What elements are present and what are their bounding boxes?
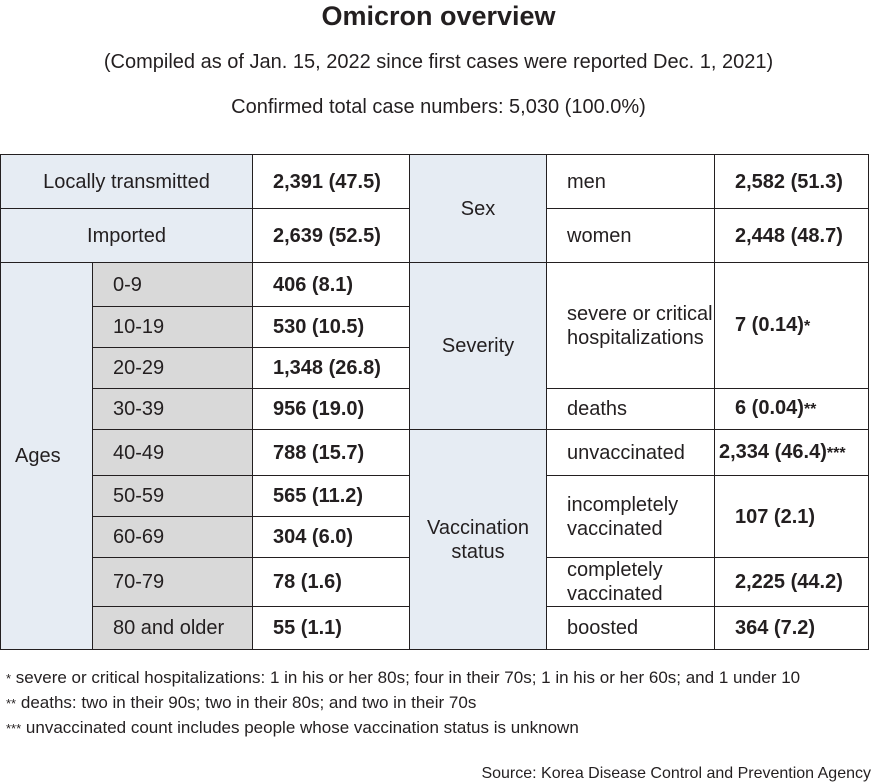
age-group: 10-19 bbox=[92, 306, 253, 348]
age-value: 78 (1.6) bbox=[252, 557, 410, 607]
women-value: 2,448 (48.7) bbox=[714, 208, 869, 263]
age-value: 956 (19.0) bbox=[252, 388, 410, 430]
men-label: men bbox=[546, 154, 715, 209]
omicron-table: Locally transmitted 2,391 (47.5) Sex men… bbox=[0, 154, 869, 650]
deaths-value: 6 (0.04)** bbox=[714, 388, 869, 430]
total-cases: Confirmed total case numbers: 5,030 (100… bbox=[231, 96, 646, 118]
unvaccinated-value: 2,334 (46.4)*** bbox=[714, 429, 869, 476]
age-value: 406 (8.1) bbox=[252, 262, 410, 307]
severe-label: severe or critical hospitalizations bbox=[546, 262, 715, 389]
age-group: 70-79 bbox=[92, 557, 253, 607]
table-row: 10-19 530 (10.5) bbox=[1, 306, 869, 348]
table-row: 20-29 1,348 (26.8) bbox=[1, 347, 869, 389]
table-row: 30-39 956 (19.0) deaths 6 (0.04)** bbox=[1, 388, 869, 430]
unvaccinated-label: unvaccinated bbox=[546, 429, 715, 476]
severe-footnote-mark: * bbox=[803, 317, 811, 335]
unvaccinated-footnote-mark: *** bbox=[826, 444, 846, 462]
sex-label: Sex bbox=[409, 154, 547, 263]
footnote-2: ** deaths: two in their 90s; two in thei… bbox=[6, 693, 477, 712]
vaccination-label: Vaccination status bbox=[409, 429, 547, 650]
age-group: 30-39 bbox=[92, 388, 253, 430]
boosted-value: 364 (7.2) bbox=[714, 606, 869, 650]
severe-value: 7 (0.14)* bbox=[714, 262, 869, 389]
page-title: Omicron overview bbox=[321, 1, 556, 31]
deaths-label: deaths bbox=[546, 388, 715, 430]
table-row: 80 and older 55 (1.1) boosted 364 (7.2) bbox=[1, 606, 869, 650]
age-group: 80 and older bbox=[92, 606, 253, 650]
women-label: women bbox=[546, 208, 715, 263]
age-value: 565 (11.2) bbox=[252, 475, 410, 517]
imported-label: Imported bbox=[0, 208, 253, 263]
age-group: 40-49 bbox=[92, 429, 253, 476]
table-row: 70-79 78 (1.6) completely vaccinated 2,2… bbox=[1, 557, 869, 607]
age-value: 530 (10.5) bbox=[252, 306, 410, 348]
age-value: 1,348 (26.8) bbox=[252, 347, 410, 389]
boosted-label: boosted bbox=[546, 606, 715, 650]
age-value: 788 (15.7) bbox=[252, 429, 410, 476]
incomplete-label: incompletely vaccinated bbox=[546, 475, 715, 558]
table-row: 60-69 304 (6.0) bbox=[1, 516, 869, 558]
local-value: 2,391 (47.5) bbox=[252, 154, 410, 209]
source-credit: Source: Korea Disease Control and Preven… bbox=[481, 765, 871, 782]
age-group: 50-59 bbox=[92, 475, 253, 517]
age-group: 20-29 bbox=[92, 347, 253, 389]
footnote-3: *** unvaccinated count includes people w… bbox=[6, 718, 579, 737]
men-value: 2,582 (51.3) bbox=[714, 154, 869, 209]
table-row: Ages 0-9 406 (8.1) Severity severe or cr… bbox=[0, 262, 869, 650]
table-row: Locally transmitted 2,391 (47.5) Sex men… bbox=[0, 154, 869, 263]
deaths-footnote-mark: ** bbox=[803, 401, 817, 418]
incomplete-value: 107 (2.1) bbox=[714, 475, 869, 558]
subtitle: (Compiled as of Jan. 15, 2022 since firs… bbox=[103, 51, 774, 73]
severity-label: Severity bbox=[409, 262, 547, 430]
table-row: 40-49 788 (15.7) Vaccination status unva… bbox=[1, 429, 869, 650]
imported-value: 2,639 (52.5) bbox=[252, 208, 410, 263]
table-row: Imported 2,639 (52.5) women 2,448 (48.7) bbox=[0, 208, 869, 263]
complete-value: 2,225 (44.2) bbox=[714, 557, 869, 607]
ages-label: Ages bbox=[0, 262, 93, 650]
footnote-1: * severe or critical hospitalizations: 1… bbox=[6, 668, 801, 687]
age-value: 304 (6.0) bbox=[252, 516, 410, 558]
local-label: Locally transmitted bbox=[0, 154, 253, 209]
age-group: 0-9 bbox=[92, 262, 253, 307]
complete-label: completely vaccinated bbox=[546, 557, 715, 607]
footnotes: * severe or critical hospitalizations: 1… bbox=[6, 666, 800, 741]
age-group: 60-69 bbox=[92, 516, 253, 558]
age-value: 55 (1.1) bbox=[252, 606, 410, 650]
table-row: 50-59 565 (11.2) incompletely vaccinated… bbox=[1, 475, 869, 558]
